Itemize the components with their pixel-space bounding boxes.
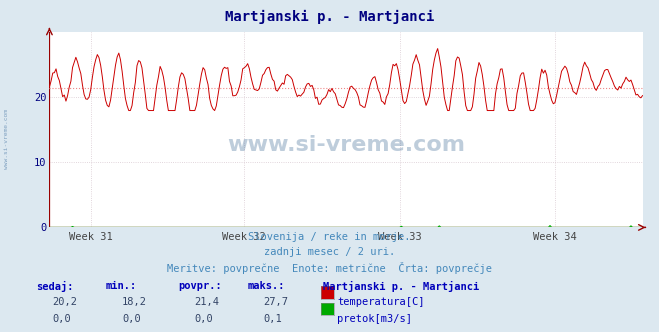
Text: Slovenija / reke in morje.: Slovenija / reke in morje. <box>248 232 411 242</box>
Text: min.:: min.: <box>105 281 136 290</box>
Text: 0,0: 0,0 <box>53 314 71 324</box>
Text: Meritve: povprečne  Enote: metrične  Črta: povprečje: Meritve: povprečne Enote: metrične Črta:… <box>167 262 492 274</box>
Text: 20,2: 20,2 <box>53 297 78 307</box>
Text: 27,7: 27,7 <box>264 297 289 307</box>
Text: 18,2: 18,2 <box>122 297 147 307</box>
Text: 21,4: 21,4 <box>194 297 219 307</box>
Text: Martjanski p. - Martjanci: Martjanski p. - Martjanci <box>323 281 479 291</box>
Text: povpr.:: povpr.: <box>178 281 221 290</box>
Text: www.si-vreme.com: www.si-vreme.com <box>227 135 465 155</box>
Text: 0,0: 0,0 <box>194 314 213 324</box>
Text: Martjanski p. - Martjanci: Martjanski p. - Martjanci <box>225 10 434 24</box>
Text: maks.:: maks.: <box>247 281 285 290</box>
Text: pretok[m3/s]: pretok[m3/s] <box>337 314 413 324</box>
Text: temperatura[C]: temperatura[C] <box>337 297 425 307</box>
Text: www.si-vreme.com: www.si-vreme.com <box>4 110 9 169</box>
Text: 0,0: 0,0 <box>122 314 140 324</box>
Text: 0,1: 0,1 <box>264 314 282 324</box>
Text: zadnji mesec / 2 uri.: zadnji mesec / 2 uri. <box>264 247 395 257</box>
Text: sedaj:: sedaj: <box>36 281 74 291</box>
